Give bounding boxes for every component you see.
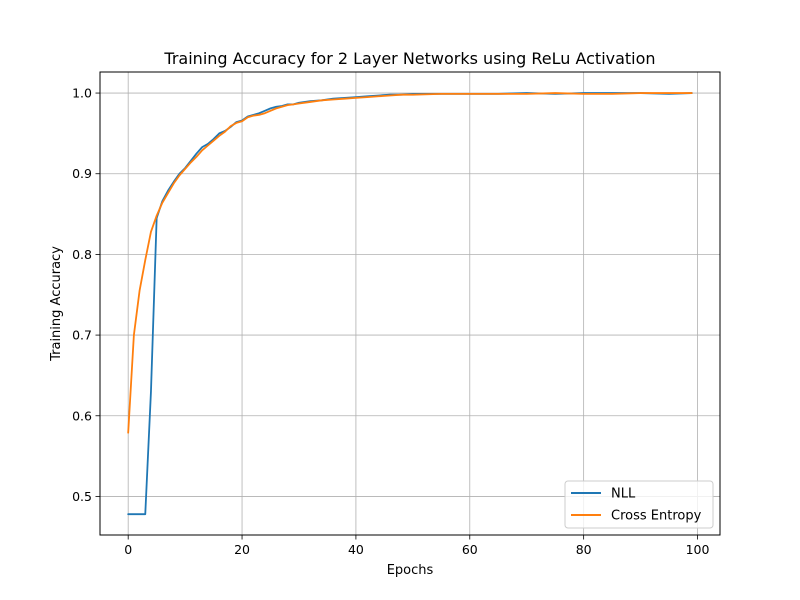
- series-line-cross-entropy: [127, 92, 693, 434]
- y-tick-label: 1.0: [72, 86, 92, 101]
- x-tick-label: 80: [576, 542, 592, 557]
- x-tick-label: 0: [124, 542, 132, 557]
- y-tick-label: 0.5: [72, 489, 92, 504]
- x-tick-label: 60: [462, 542, 478, 557]
- chart-title: Training Accuracy for 2 Layer Networks u…: [163, 49, 655, 68]
- x-tick-label: 20: [234, 542, 250, 557]
- series-layer: [127, 92, 693, 516]
- y-tick-label: 0.8: [72, 247, 92, 262]
- x-axis-ticks: 0 20 40 60 80 100: [124, 535, 709, 557]
- y-tick-label: 0.6: [72, 408, 92, 423]
- grid: [100, 72, 720, 535]
- y-tick-label: 0.9: [72, 166, 92, 181]
- plot-frame: [99, 71, 721, 536]
- y-tick-label: 0.7: [72, 328, 92, 343]
- legend-label-nll: NLL: [611, 487, 636, 502]
- plot-background: [100, 72, 720, 535]
- legend: NLL Cross Entropy: [564, 480, 714, 529]
- legend-label-cross-entropy: Cross Entropy: [611, 509, 702, 524]
- legend-box: [564, 480, 714, 529]
- plot-area: [99, 71, 721, 536]
- x-tick-label: 40: [348, 542, 364, 557]
- y-axis-label: Training Accuracy: [49, 246, 64, 362]
- x-tick-label: 100: [686, 542, 710, 557]
- x-axis-label: Epochs: [387, 563, 434, 578]
- y-axis-ticks: 0.5 0.6 0.7 0.8 0.9 1.0: [72, 86, 100, 504]
